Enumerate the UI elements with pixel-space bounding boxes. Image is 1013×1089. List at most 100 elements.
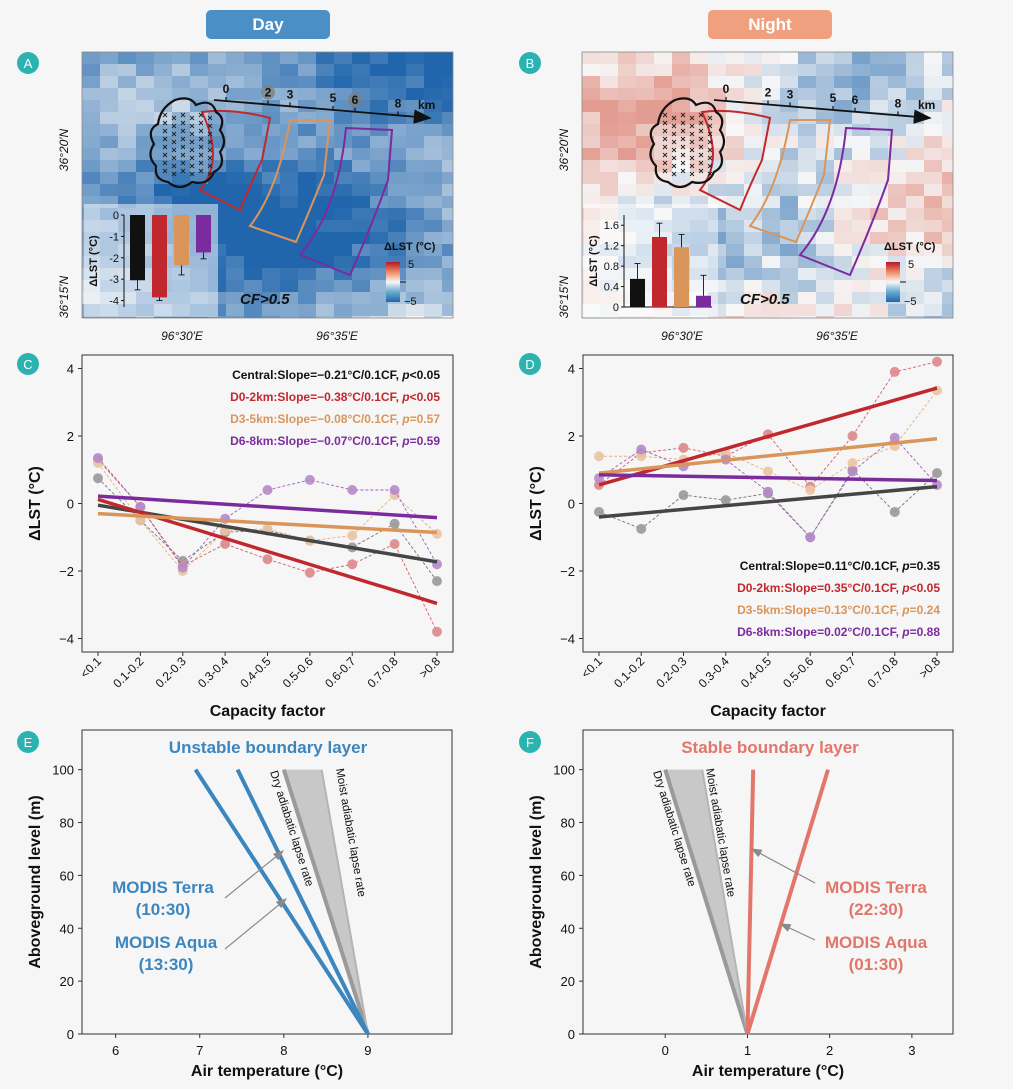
turbine-marker (180, 128, 186, 134)
distance-scale: 0 2 3 5 6 8 km (713, 82, 935, 124)
turbine-marker (698, 168, 704, 174)
data-point (389, 518, 400, 529)
series-dashed-line (97, 457, 438, 569)
colorbar (886, 262, 900, 302)
data-point (262, 485, 273, 495)
y-tick-label: 0 (67, 1027, 74, 1042)
data-point (720, 495, 731, 506)
turbine-marker (207, 139, 213, 145)
turbine-marker (689, 115, 695, 121)
turbine-marker (662, 160, 668, 166)
x-tick-label: 0.2-0.3 (653, 654, 690, 691)
x-tick-label: 0.3-0.4 (696, 654, 733, 691)
y-tick-label: 40 (60, 921, 74, 936)
data-point (304, 474, 315, 485)
x-tick-label: 0.5-0.6 (280, 654, 317, 691)
y-tick-label: 0 (568, 1027, 575, 1042)
inset-bar (196, 215, 211, 253)
x-tick-label: 0 (662, 1043, 669, 1058)
data-point (678, 442, 689, 453)
turbine-marker (180, 120, 186, 126)
turbine-marker (198, 144, 204, 150)
data-point (636, 444, 647, 455)
turbine-marker (698, 152, 704, 158)
turbine-marker (689, 139, 695, 145)
turbine-marker (662, 120, 668, 126)
inset-tick-label: 1.2 (604, 241, 619, 253)
scale-tick-label: 3 (287, 87, 294, 101)
turbine-marker (171, 155, 177, 161)
y-tick-label: 4 (67, 362, 74, 377)
scale-tick-label: 0 (223, 82, 230, 96)
turbine-marker (162, 144, 168, 150)
turbine-marker (198, 168, 204, 174)
data-point (93, 452, 103, 463)
legend-title: ΔLST (°C) (884, 241, 936, 253)
data-point (389, 539, 400, 549)
inset-y-label: ΔLST (°C) (88, 235, 100, 287)
turbine-marker (198, 120, 204, 126)
inset-bar (130, 215, 145, 281)
scale-arrow (713, 99, 932, 124)
slope-annotation-d0: D0-2km:Slope=0.35°C/0.1CF, p<0.05 (737, 581, 940, 595)
turbine-marker (171, 131, 177, 137)
turbine-marker (662, 168, 668, 174)
data-point (763, 466, 773, 477)
scale-tick-label: 6 (352, 93, 359, 107)
inset-bar (630, 278, 645, 307)
turbine-marker (207, 131, 213, 137)
panel-badge-f: F (519, 731, 541, 753)
turbine-marker (189, 171, 195, 177)
x-axis-label: Air temperature (°C) (692, 1063, 844, 1080)
turbine-marker (162, 112, 168, 118)
data-point (262, 523, 273, 534)
inset-tick-label: -4 (109, 296, 119, 308)
slope-annotation-d3: D3-5km:Slope=−0.08°C/0.1CF, p=0.57 (230, 412, 440, 426)
x-tick-label: 7 (196, 1043, 203, 1058)
lon-label-east: 96°35′E (816, 329, 859, 343)
x-tick-label: 0.1-0.2 (110, 654, 147, 691)
cf-label: CF>0.5 (240, 291, 290, 308)
turbine-marker (207, 115, 213, 121)
x-axis-label: Capacity factor (210, 703, 326, 720)
legend-title: ΔLST (°C) (384, 241, 436, 253)
turbine-marker (671, 171, 677, 177)
moist-lapse-line (701, 769, 749, 1035)
scale-tick-label: 3 (787, 87, 794, 101)
temperature-profile-terra (745, 769, 756, 1035)
x-tick-label: 0.6-0.7 (822, 654, 859, 691)
y-axis-label: Aboveground level (m) (27, 795, 44, 968)
badge-letter: D (525, 357, 534, 372)
series-time-aqua: (13:30) (139, 955, 194, 974)
inset-bar (174, 215, 189, 266)
scale-unit: km (918, 98, 935, 112)
legend-max: 5 (908, 259, 914, 271)
scale-tick-highlight (348, 92, 362, 107)
badge-circle (17, 731, 39, 753)
series-time-terra: (10:30) (136, 900, 191, 919)
turbine-marker (680, 144, 686, 150)
turbine-marker (207, 123, 213, 129)
scale-tick-label: 5 (330, 91, 337, 105)
series-label-aqua: MODIS Aqua (825, 933, 928, 952)
panel-badge-b: B (519, 52, 541, 74)
x-tick-label: 3 (908, 1043, 915, 1058)
scale-tick-label: 8 (395, 96, 402, 110)
turbine-marker (180, 112, 186, 118)
buffer-zone-d6 (798, 126, 894, 277)
x-tick-label: 0.6-0.7 (322, 654, 359, 691)
turbine-marker (189, 131, 195, 137)
turbine-marker (671, 147, 677, 153)
scale-tick-label: 6 (852, 93, 859, 107)
legend-min: −5 (404, 296, 417, 308)
scale-tick-label: 2 (265, 86, 272, 100)
turbine-marker (180, 160, 186, 166)
turbine-marker (707, 171, 713, 177)
turbine-marker (162, 136, 168, 142)
turbine-marker (707, 139, 713, 145)
turbine-marker (207, 171, 213, 177)
turbine-marker (189, 123, 195, 129)
buffer-zone-d6 (298, 126, 394, 277)
inset-tick-label: 0.8 (604, 261, 619, 273)
turbine-marker (680, 160, 686, 166)
